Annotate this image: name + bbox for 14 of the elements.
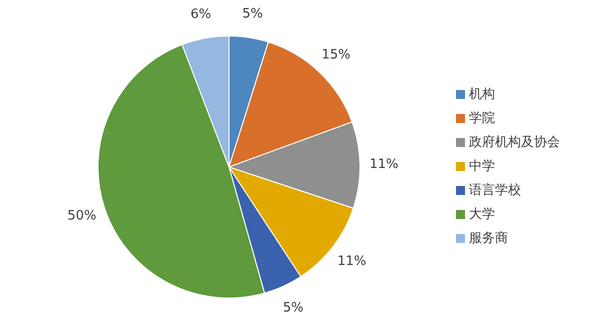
- legend-label: 学院: [469, 111, 495, 126]
- data-label: 15%: [322, 47, 351, 62]
- legend-label: 大学: [469, 207, 495, 222]
- legend-label: 服务商: [469, 231, 508, 246]
- legend-label: 机构: [469, 87, 495, 102]
- data-label: 6%: [190, 7, 212, 22]
- legend-label: 语言学校: [469, 183, 521, 198]
- data-label: 5%: [242, 6, 263, 22]
- legend-label: 政府机构及协会: [469, 135, 560, 150]
- data-label: 11%: [370, 157, 398, 172]
- data-label: 50%: [67, 208, 96, 224]
- legend-label: 中学: [469, 159, 495, 174]
- data-label: 11%: [337, 254, 366, 270]
- data-label: 5%: [282, 300, 304, 316]
